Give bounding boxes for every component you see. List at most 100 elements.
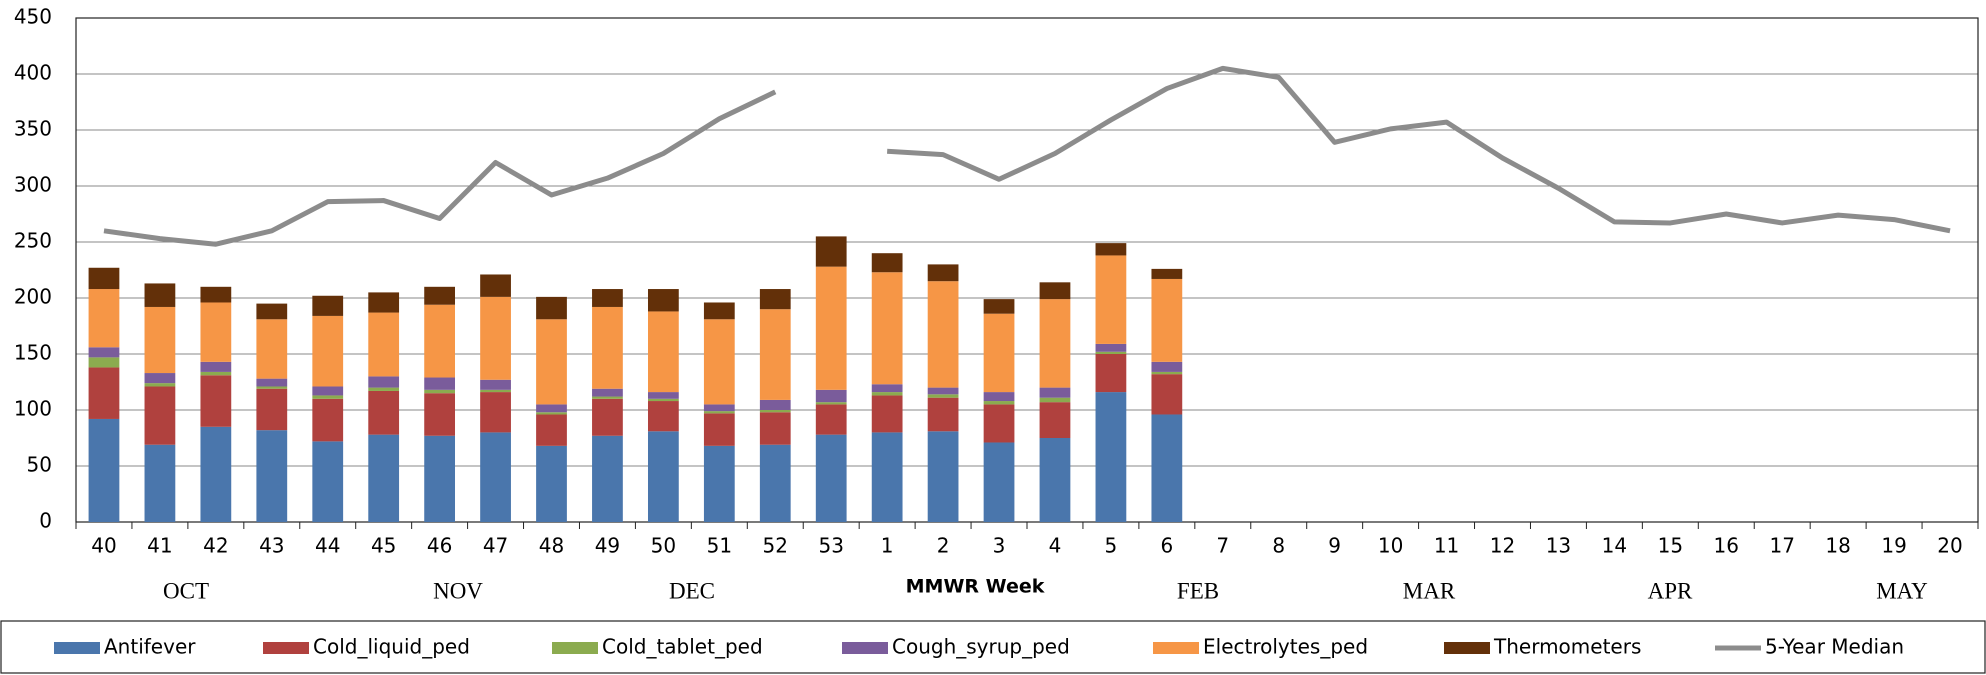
bar-segment bbox=[647, 431, 679, 522]
bar-segment bbox=[256, 388, 288, 431]
bar-segment bbox=[312, 395, 344, 399]
x-tick-label: 44 bbox=[315, 534, 340, 558]
x-tick-label: 4 bbox=[1049, 534, 1062, 558]
bar-segment bbox=[312, 295, 344, 316]
x-tick-label: 2 bbox=[937, 534, 950, 558]
x-tick-label: 11 bbox=[1434, 534, 1459, 558]
legend-swatch bbox=[1153, 642, 1199, 654]
bar-segment bbox=[927, 264, 959, 282]
bar-segment bbox=[759, 309, 791, 400]
x-tick-label: 42 bbox=[203, 534, 228, 558]
bar-segment bbox=[88, 267, 120, 290]
bar-segment bbox=[424, 389, 456, 394]
bar-segment bbox=[871, 432, 903, 522]
x-tick-label: 9 bbox=[1328, 534, 1341, 558]
x-tick-label: 45 bbox=[371, 534, 396, 558]
bar-segment bbox=[424, 435, 456, 522]
bar-segment bbox=[1151, 278, 1183, 362]
bar-segment bbox=[480, 274, 511, 297]
bar-segment bbox=[88, 347, 120, 358]
bar-segment bbox=[1039, 299, 1071, 388]
bar-segment bbox=[144, 444, 176, 522]
bar-segment bbox=[927, 394, 959, 398]
bar-segment bbox=[312, 315, 344, 387]
bar-segment bbox=[424, 286, 456, 305]
bar-segment bbox=[200, 375, 232, 427]
bar-segment bbox=[592, 289, 623, 307]
bar-segment bbox=[536, 296, 567, 320]
bar-segment bbox=[1095, 354, 1127, 393]
month-label: APR bbox=[1648, 578, 1693, 603]
x-tick-label: 49 bbox=[595, 534, 620, 558]
bar-segment bbox=[871, 253, 903, 273]
bar-segment bbox=[200, 286, 232, 303]
x-tick-label: 7 bbox=[1216, 534, 1229, 558]
bar-segment bbox=[256, 378, 288, 387]
bar-segment bbox=[1095, 343, 1127, 352]
bar-segment bbox=[1039, 402, 1071, 438]
bar-segment bbox=[1095, 255, 1127, 344]
bar-segment bbox=[144, 283, 176, 307]
plot-frame bbox=[75, 17, 1979, 523]
x-tick-label: 19 bbox=[1881, 534, 1906, 558]
bar-segment bbox=[871, 384, 903, 393]
y-tick-label: 250 bbox=[14, 229, 52, 253]
bar-segment bbox=[88, 418, 120, 522]
bar-segment bbox=[424, 304, 456, 378]
x-tick-label: 10 bbox=[1378, 534, 1403, 558]
bar-segment bbox=[927, 431, 959, 522]
x-tick-label: 48 bbox=[539, 534, 564, 558]
bar-segment bbox=[256, 386, 288, 389]
x-tick-label: 47 bbox=[483, 534, 508, 558]
x-tick-label: 1 bbox=[881, 534, 894, 558]
bar-segment bbox=[703, 302, 735, 320]
bar-segment bbox=[1095, 392, 1127, 522]
bar-segment bbox=[983, 442, 1015, 522]
bar-segment bbox=[647, 392, 679, 399]
bar-segment bbox=[647, 401, 679, 432]
bar-segment bbox=[592, 306, 623, 389]
bar-segment bbox=[256, 303, 288, 320]
legend-label: Cold_tablet_ped bbox=[602, 635, 763, 659]
bar-segment bbox=[312, 441, 344, 522]
bar-segment bbox=[368, 390, 400, 435]
bar-segment bbox=[1039, 397, 1071, 403]
y-tick-label: 200 bbox=[14, 285, 52, 309]
bar-segment bbox=[592, 396, 623, 399]
bar-segment bbox=[815, 266, 847, 390]
bar-segment bbox=[592, 435, 623, 522]
bar-segment bbox=[927, 281, 959, 388]
month-label: MAY bbox=[1876, 578, 1928, 603]
bar-segment bbox=[815, 402, 847, 405]
bar-segment bbox=[871, 272, 903, 385]
legend-swatch bbox=[54, 642, 100, 654]
x-tick-label: 14 bbox=[1602, 534, 1627, 558]
bar-segment bbox=[536, 414, 567, 446]
bar-segment bbox=[256, 319, 288, 379]
bar-segment bbox=[1095, 351, 1127, 354]
legend-swatch bbox=[552, 642, 598, 654]
bar-segment bbox=[592, 388, 623, 397]
bar-segment bbox=[759, 289, 791, 310]
legend-label: Electrolytes_ped bbox=[1203, 635, 1368, 659]
legend-label: Thermometers bbox=[1493, 635, 1641, 659]
bar-segment bbox=[368, 312, 400, 377]
bar-segment bbox=[536, 404, 567, 413]
y-tick-label: 450 bbox=[14, 5, 52, 29]
bar-segment bbox=[312, 386, 344, 396]
x-tick-label: 3 bbox=[993, 534, 1006, 558]
x-tick-label: 41 bbox=[147, 534, 172, 558]
legend-swatch bbox=[842, 642, 888, 654]
bar-segment bbox=[480, 389, 511, 393]
x-tick-label: 18 bbox=[1825, 534, 1850, 558]
bar-segment bbox=[1151, 371, 1183, 375]
bar-segment bbox=[647, 398, 679, 402]
bar-segment bbox=[815, 434, 847, 522]
x-tick-label: 51 bbox=[707, 534, 732, 558]
bar-segment bbox=[983, 404, 1015, 443]
bar-segment bbox=[871, 395, 903, 433]
bar-segment bbox=[703, 413, 735, 446]
x-axis-title: MMWR Week bbox=[906, 576, 1045, 598]
bar-segment bbox=[1039, 438, 1071, 522]
bar-segment bbox=[144, 306, 176, 374]
